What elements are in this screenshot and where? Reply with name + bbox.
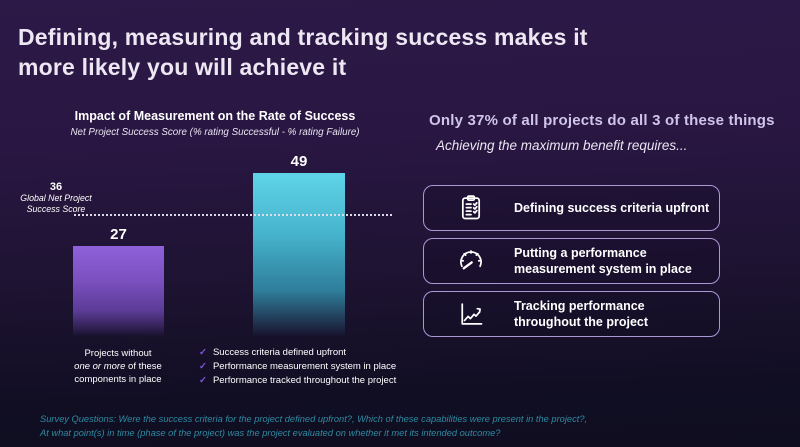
checklist-item: ✓ Performance measurement system in plac… [199,361,396,372]
checkmark-icon: ✓ [199,347,207,358]
bar-caption-left: Projects without one or more of these co… [46,347,190,386]
checkmark-icon: ✓ [199,361,207,372]
bar-all-components [253,173,345,336]
bar-caption-left-line1: Projects without [84,348,152,359]
bar-group-all-components: 49 [253,153,345,336]
page-title-line2: more likely you will achieve it [18,54,347,81]
bar-value-label: 49 [290,153,308,170]
card-label: Putting a performance measurement system… [514,245,692,276]
bar-group-without-components: 27 [73,226,164,336]
benchmark-label: 36 Global Net Project Success Score [0,181,112,216]
benchmark-dashed-line [74,214,392,216]
checklist-item-label: Success criteria defined upfront [212,347,347,358]
right-heading: Only 37% of all projects do all 3 of the… [429,112,775,129]
footnote-line1: Survey Questions: Were the success crite… [40,414,588,424]
chart-title: Impact of Measurement on the Rate of Suc… [74,109,356,123]
bar-caption-left-line2: one or more of these [74,361,162,373]
survey-questions-footnote: Survey Questions: Were the success crite… [40,412,587,441]
card-performance-measurement-system: Putting a performance measurement system… [423,238,720,284]
checklist-item-label: Performance measurement system in place [212,361,397,372]
page-title: Defining, measuring and tracking success… [18,22,588,83]
benchmark-text-line2: Success Score [26,204,86,215]
chart-subtitle: Net Project Success Score (% rating Succ… [70,127,360,138]
card-label: Tracking performance throughout the proj… [514,298,649,329]
benchmark-text-line1: Global Net Project [20,193,92,203]
card-label: Defining success criteria upfront [514,200,710,215]
checklist-item: ✓ Success criteria defined upfront [199,347,396,358]
benchmark-value: 36 [49,181,63,193]
card-defining-success-criteria: Defining success criteria upfront [423,185,720,231]
checklist-item-label: Performance tracked throughout the proje… [212,375,397,386]
gauge-icon [454,247,488,275]
bar-value-label: 27 [110,226,127,243]
page-title-line1: Defining, measuring and tracking success… [18,24,588,50]
footnote-line2: At what point(s) in time (phase of the p… [40,428,501,439]
card-tracking-performance: Tracking performance throughout the proj… [423,291,720,337]
bar-caption-left-line3: components in place [74,374,162,386]
checkmark-icon: ✓ [199,375,207,386]
line-chart-icon [454,300,488,328]
clipboard-checklist-icon [454,194,488,222]
checklist-item: ✓ Performance tracked throughout the pro… [199,375,396,386]
bar-caption-checklist: ✓ Success criteria defined upfront ✓ Per… [199,347,396,389]
right-subheading: Achieving the maximum benefit requires..… [436,138,688,153]
bar-without-components [73,246,164,336]
